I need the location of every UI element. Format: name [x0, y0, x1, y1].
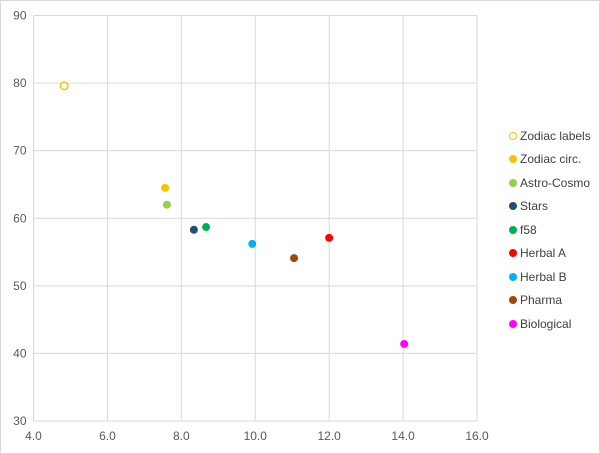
gridlines	[33, 15, 478, 422]
circle-marker-icon	[509, 272, 517, 281]
legend-label: Herbal B	[520, 269, 567, 284]
circle-marker-icon	[509, 155, 517, 164]
y-tick-label: 70	[13, 144, 27, 158]
legend-item[interactable]: f58	[509, 218, 591, 242]
legend-label: Zodiac circ.	[520, 152, 582, 167]
legend-item[interactable]: Herbal B	[509, 265, 591, 289]
x-tick-label: 14.0	[391, 429, 415, 443]
x-tick-label: 16.0	[465, 429, 489, 443]
x-tick-label: 4.0	[25, 429, 42, 443]
legend-item[interactable]: Zodiac circ.	[509, 148, 591, 172]
x-tick-label: 12.0	[317, 429, 341, 443]
legend-item[interactable]: Pharma	[509, 289, 591, 313]
legend-item[interactable]: Astro-Cosmo	[509, 171, 591, 195]
data-point-astro-cosmo[interactable]	[162, 200, 171, 209]
legend: Zodiac labels Zodiac circ. Astro-Cosmo Star…	[509, 124, 591, 336]
y-tick-label: 50	[13, 279, 27, 293]
circle-marker-icon	[509, 319, 517, 328]
x-tick-label: 10.0	[244, 429, 268, 443]
data-point-biological[interactable]	[400, 339, 409, 348]
y-tick-label: 30	[13, 414, 27, 428]
circle-marker-icon	[509, 131, 517, 140]
legend-item[interactable]: Biological	[509, 312, 591, 336]
circle-marker-icon	[509, 249, 517, 258]
legend-item[interactable]: Stars	[509, 195, 591, 219]
circle-marker-icon	[509, 296, 517, 305]
legend-label: Astro-Cosmo	[520, 175, 591, 190]
x-tick-label: 8.0	[173, 429, 190, 443]
legend-label: f58	[520, 222, 537, 237]
legend-label: Zodiac labels	[520, 128, 591, 143]
x-axis-ticks: 4.0 6.0 8.0 10.0 12.0 14.0 16.0	[25, 429, 489, 443]
x-tick-label: 6.0	[99, 429, 116, 443]
data-points	[59, 81, 409, 348]
data-point-f58[interactable]	[202, 223, 211, 232]
legend-label: Herbal A	[520, 246, 567, 261]
data-point-pharma[interactable]	[290, 254, 299, 263]
y-tick-label: 40	[13, 346, 27, 360]
legend-label: Pharma	[520, 293, 563, 308]
legend-label: Stars	[520, 199, 549, 214]
circle-marker-icon	[509, 178, 517, 187]
y-axis-ticks: 30 40 50 60 70 80 90	[13, 9, 27, 429]
legend-label: Biological	[520, 316, 572, 331]
data-point-stars[interactable]	[189, 225, 198, 234]
circle-marker-icon	[509, 202, 517, 211]
y-tick-label: 60	[13, 211, 27, 225]
data-point-zodiac-labels[interactable]	[59, 81, 69, 91]
legend-item[interactable]: Herbal A	[509, 242, 591, 266]
data-point-herbal-a[interactable]	[325, 233, 334, 242]
data-point-herbal-b[interactable]	[248, 239, 257, 248]
legend-item[interactable]: Zodiac labels	[509, 124, 591, 148]
circle-marker-icon	[509, 225, 517, 234]
y-tick-label: 90	[13, 9, 27, 23]
y-tick-label: 80	[13, 76, 27, 90]
data-point-zodiac-circ-[interactable]	[161, 183, 170, 192]
